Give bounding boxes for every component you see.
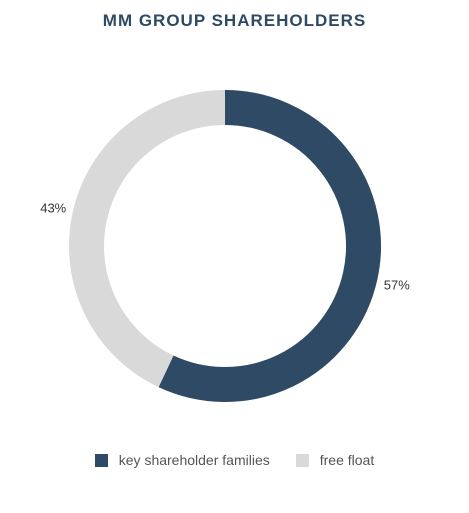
legend-item-key-shareholder-families[interactable]: key shareholder families	[94, 452, 270, 468]
donut-chart: 57% 43%	[40, 90, 410, 402]
legend: key shareholder families free float	[0, 452, 469, 468]
legend-item-free-float[interactable]: free float	[295, 452, 375, 468]
slice-free-float[interactable]	[69, 90, 226, 388]
slice-label-key-shareholder-families: 57%	[384, 277, 410, 292]
slice-key-shareholder-families[interactable]	[158, 90, 381, 402]
slice-label-free-float: 43%	[40, 201, 66, 216]
legend-swatch	[94, 453, 108, 467]
legend-label: key shareholder families	[118, 452, 270, 468]
chart-title: MM GROUP SHAREHOLDERS	[102, 11, 367, 30]
legend-swatch	[295, 453, 309, 467]
legend-label: free float	[319, 452, 375, 468]
